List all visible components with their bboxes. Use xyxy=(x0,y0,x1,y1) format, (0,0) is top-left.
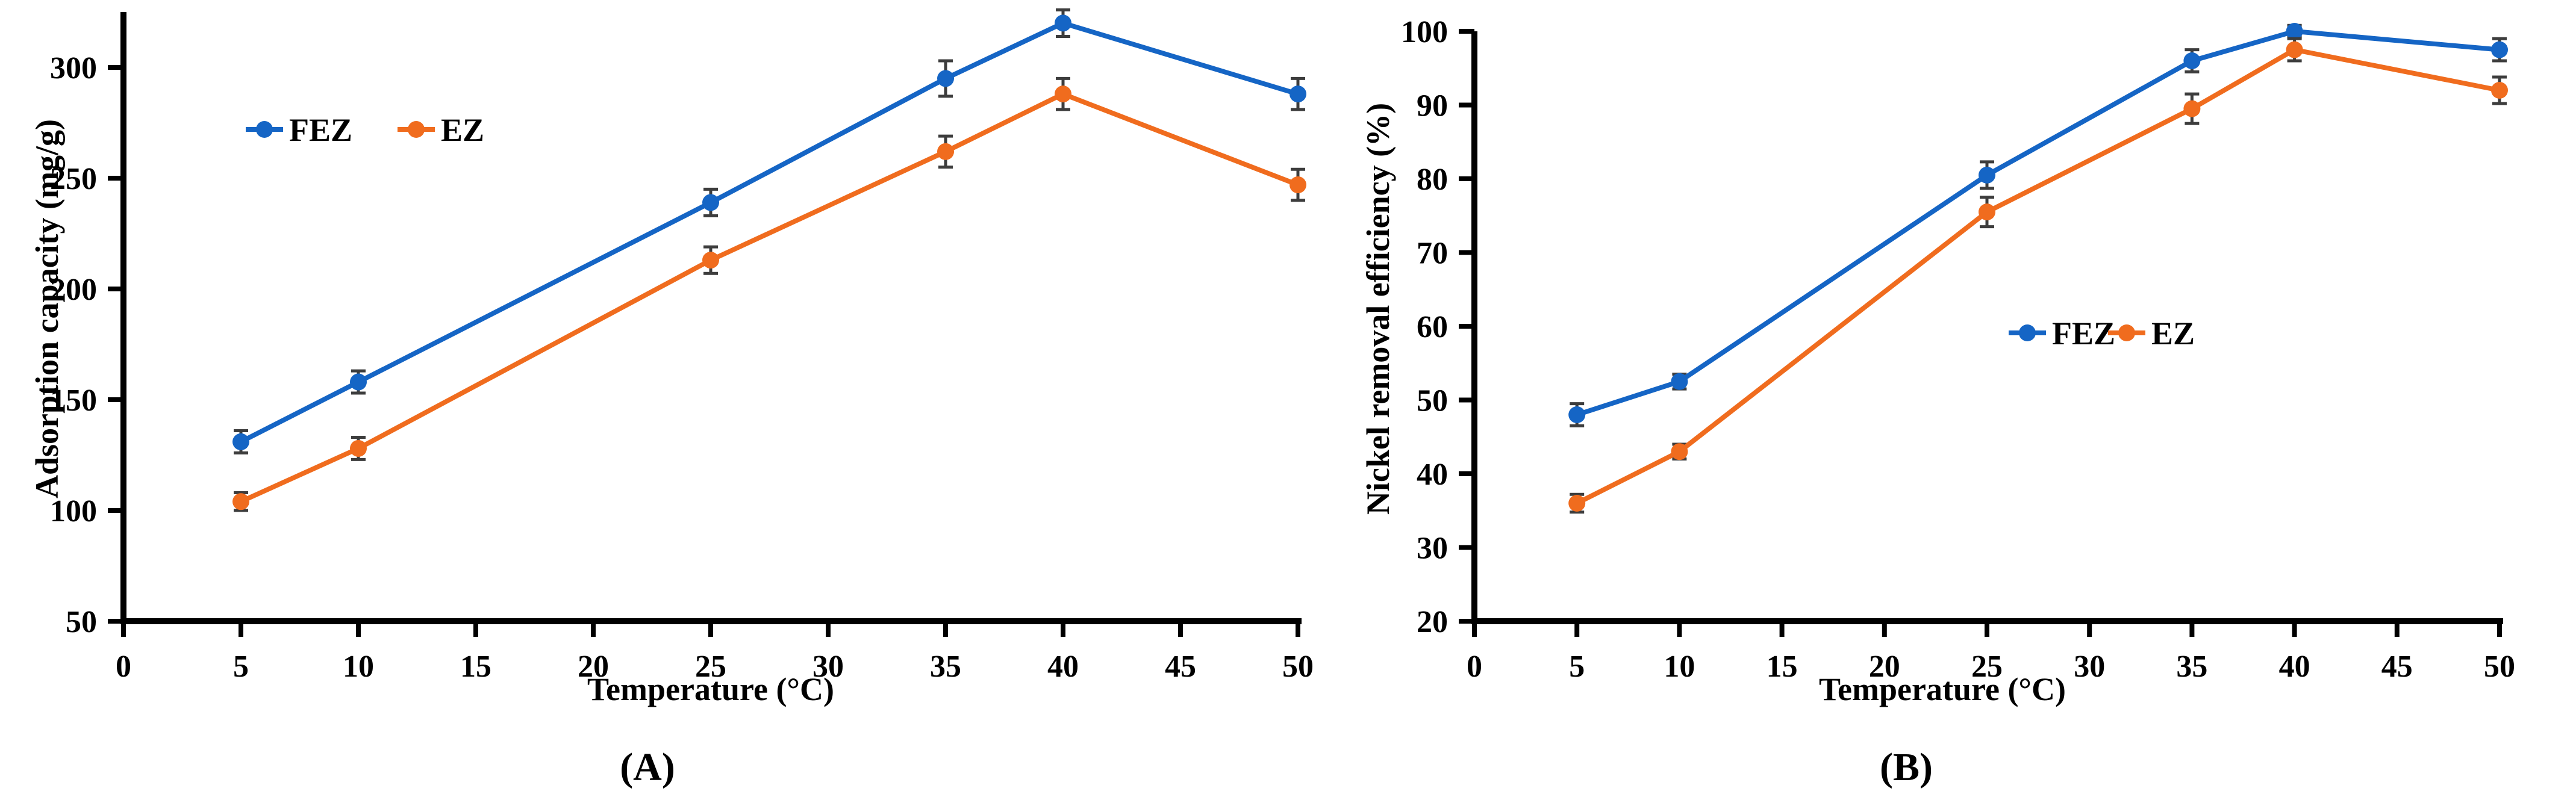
y-tick-label: 30 xyxy=(1417,532,1448,566)
x-tick-label: 5 xyxy=(233,650,249,684)
legend-label: FEZ xyxy=(2052,315,2115,352)
legend-marker-dot xyxy=(408,121,425,138)
chart-nickel-removal-efficiency: 20 30 40 50 60 70 80 90 100 0 5 10 15 20 25 30 35 40 45 50 F… xyxy=(1355,0,2576,800)
series-line xyxy=(1576,47,2500,506)
data-point-marker xyxy=(350,373,367,391)
legend: FEZ EZ xyxy=(246,112,484,148)
data-point-marker xyxy=(2183,52,2201,69)
chart-b-x-axis-title: Temperature (°C) xyxy=(1818,671,2066,707)
x-tick-label: 40 xyxy=(2279,650,2310,684)
y-tick-label: 250 xyxy=(50,162,97,196)
y-tick-label: 40 xyxy=(1417,457,1448,492)
series-fez xyxy=(1568,23,2508,427)
data-point-marker xyxy=(1568,406,1586,423)
data-point-marker xyxy=(702,252,719,269)
x-tick-label: 40 xyxy=(1047,650,1079,684)
series-line xyxy=(240,91,1299,504)
legend-marker-dot xyxy=(256,121,273,138)
legend-label: FEZ xyxy=(289,112,352,148)
legend-marker-dot xyxy=(2118,324,2135,341)
legend-marker-dot xyxy=(2019,324,2036,341)
data-point-marker xyxy=(937,70,954,87)
x-tick-label: 50 xyxy=(2484,650,2515,684)
data-point-marker xyxy=(702,194,719,211)
y-tick-label: 150 xyxy=(50,383,97,418)
x-tick-label: 10 xyxy=(343,650,374,684)
data-point-marker xyxy=(2183,100,2201,117)
y-tick-label: 100 xyxy=(1401,15,1448,49)
y-tick-label: 200 xyxy=(50,273,97,307)
data-point-marker xyxy=(1290,176,1306,194)
data-point-marker xyxy=(1568,495,1586,512)
data-point-marker xyxy=(1055,85,1071,103)
data-point-marker xyxy=(1979,166,1995,184)
legend-label: EZ xyxy=(2151,315,2195,352)
legend-item-fez: FEZ xyxy=(246,112,352,148)
x-tick-label: 35 xyxy=(2176,650,2207,684)
x-tick-label: 10 xyxy=(1664,650,1695,684)
x-tick-label: 45 xyxy=(1165,650,1196,684)
data-point-marker xyxy=(1290,85,1306,103)
data-point-marker xyxy=(1979,203,1995,221)
chart-b-caption: (B) xyxy=(1880,745,1933,789)
x-tick-label: 45 xyxy=(2381,650,2413,684)
x-tick-label: 30 xyxy=(812,650,844,684)
data-point-marker xyxy=(232,433,249,450)
legend-label: EZ xyxy=(441,112,484,148)
y-tick-label: 90 xyxy=(1417,89,1448,123)
y-tick-label: 300 xyxy=(50,51,97,85)
x-tick-label: 20 xyxy=(578,650,609,684)
chart-a-plot: 50 100 150 200 250 300 0 5 10 15 20 25 30 35 40 45 50 FEZ… xyxy=(50,8,1314,684)
data-point-marker xyxy=(937,143,954,160)
axes: 20 30 40 50 60 70 80 90 100 0 5 10 15 20 25 30 35 40 45 50 xyxy=(1401,15,2515,684)
y-tick-label: 60 xyxy=(1417,310,1448,344)
axes: 50 100 150 200 250 300 0 5 10 15 20 25 30 35 40 45 50 xyxy=(50,12,1314,684)
data-point-marker xyxy=(350,439,367,457)
series-line xyxy=(1576,28,2500,417)
data-point-marker xyxy=(1671,443,1688,460)
y-tick-label: 70 xyxy=(1417,237,1448,271)
chart-adsorption-capacity: 50 100 150 200 250 300 0 5 10 15 20 25 30 35 40 45 50 FEZ… xyxy=(29,8,1314,789)
data-point-marker xyxy=(1671,373,1688,390)
x-tick-label: 5 xyxy=(1569,650,1585,684)
x-tick-label: 30 xyxy=(2074,650,2105,684)
chart-a-caption: (A) xyxy=(620,745,675,789)
x-tick-label: 15 xyxy=(1767,650,1798,684)
chart-b-plot: 20 30 40 50 60 70 80 90 100 0 5 10 15 20 25 30 35 40 45 50 F… xyxy=(1401,15,2515,684)
series-ez xyxy=(1568,37,2508,514)
series-line xyxy=(240,20,1299,444)
chart-a-x-axis-title: Temperature (°C) xyxy=(587,671,834,707)
series-ez xyxy=(232,76,1306,512)
x-tick-label: 15 xyxy=(460,650,491,684)
chart-b-y-axis-title: Nickel removal efficiency (%) xyxy=(1360,102,1396,515)
data-point-marker xyxy=(2491,82,2508,99)
y-tick-label: 20 xyxy=(1417,605,1448,639)
data-point-marker xyxy=(2491,41,2508,58)
data-point-marker xyxy=(2286,23,2303,40)
y-tick-label: 50 xyxy=(66,605,97,639)
x-tick-label: 0 xyxy=(116,650,131,684)
x-tick-label: 25 xyxy=(1971,650,2003,684)
legend-item-ez: EZ xyxy=(398,112,484,148)
y-tick-label: 100 xyxy=(50,494,97,529)
x-tick-label: 20 xyxy=(1869,650,1900,684)
legend-item-ez: EZ xyxy=(2108,315,2195,352)
legend-item-fez: FEZ xyxy=(2009,315,2115,352)
data-point-marker xyxy=(232,493,249,510)
y-tick-label: 80 xyxy=(1417,163,1448,197)
x-tick-label: 0 xyxy=(1467,650,1482,684)
legend: FEZ EZ xyxy=(2009,315,2195,352)
data-point-marker xyxy=(2286,41,2303,58)
x-tick-label: 35 xyxy=(930,650,961,684)
x-tick-label: 25 xyxy=(695,650,726,684)
x-tick-label: 50 xyxy=(1282,650,1314,684)
y-tick-label: 50 xyxy=(1417,384,1448,418)
data-point-marker xyxy=(1055,14,1071,32)
chart-a-y-axis-title: Adsorption capacity (mg/g) xyxy=(29,119,65,498)
series-fez xyxy=(232,8,1306,454)
